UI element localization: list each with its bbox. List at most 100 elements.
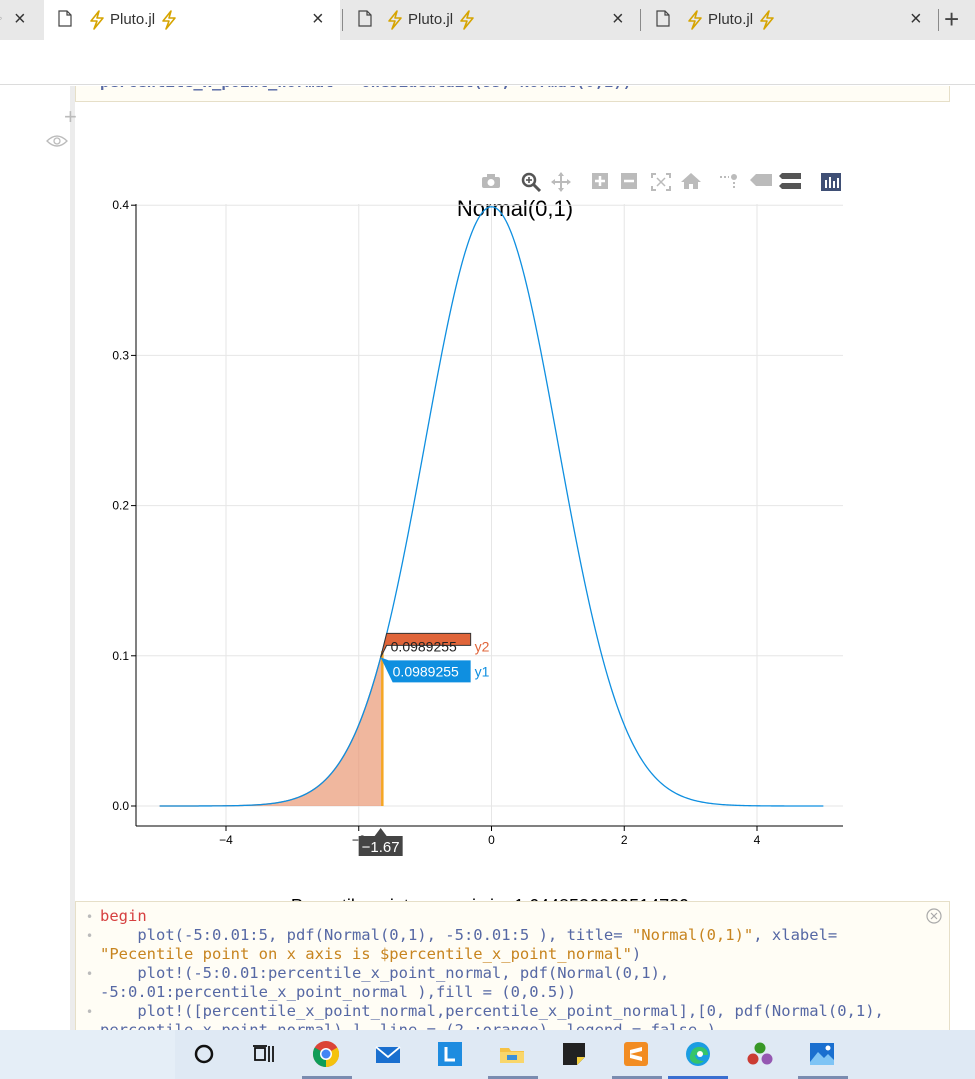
search-circle-icon[interactable]: [190, 1040, 218, 1068]
code-line-3: "Pecentile point on x axis is $percentil…: [100, 945, 641, 963]
code-text: plot!(-5:0.01:percentile_x_point_normal,…: [100, 964, 670, 982]
keyword: begin: [100, 907, 147, 925]
code-text: , xlabel=: [753, 926, 838, 944]
eye-icon[interactable]: [46, 134, 68, 148]
lightning-icon: [90, 10, 104, 30]
edge-browser-icon[interactable]: [684, 1040, 712, 1068]
photos-icon[interactable]: [808, 1040, 836, 1068]
hover-name-y2: y2: [475, 638, 490, 654]
photos-active-indicator: [798, 1076, 848, 1079]
x-tick-label: −4: [219, 833, 233, 847]
y-tick-label: 0.1: [112, 649, 129, 663]
code-line-1: begin: [100, 907, 147, 925]
tab-1[interactable]: Pluto.jl ×: [44, 0, 340, 40]
hover-box-x: [358, 828, 403, 856]
hover-name-y1: y1: [475, 663, 490, 679]
notebook-page: • percentile_x_point_normal = onesidedta…: [0, 86, 975, 1030]
explorer-active-indicator: [488, 1076, 538, 1079]
zoom-out-icon[interactable]: [620, 172, 638, 190]
code-text: ): [631, 945, 642, 963]
hover-closest-icon[interactable]: [749, 172, 773, 188]
code-text: percentile_x_point_normal) ], line = (2,…: [100, 1021, 716, 1030]
line-marker: •: [86, 967, 94, 981]
series-y1-line: [159, 206, 824, 807]
code-text: plot!([percentile_x_point_normal,percent…: [100, 1002, 884, 1020]
code-cell[interactable]: • begin • plot(-5:0.01:5, pdf(Normal(0,1…: [75, 901, 950, 1030]
code-line-6: plot!([percentile_x_point_normal,percent…: [100, 1002, 884, 1020]
lightning-icon: [760, 10, 774, 30]
hover-value-x: −1.67: [362, 839, 400, 856]
home-icon[interactable]: [680, 172, 702, 190]
tab-title: Pluto.jl: [110, 11, 156, 28]
x-tick-label: 0: [488, 833, 495, 847]
chart-svg[interactable]: 0.00.10.20.30.4−4−20240.0989255y20.09892…: [75, 118, 950, 898]
chrome-icon[interactable]: [312, 1040, 340, 1068]
previous-code-cell[interactable]: • percentile_x_point_normal = onesidedta…: [75, 86, 950, 102]
lightning-icon: [162, 10, 176, 30]
spike-lines-icon[interactable]: [718, 172, 740, 190]
plot-title: Normal(0,1): [456, 196, 574, 221]
hover-value-y1: 0.0989255: [393, 663, 459, 679]
code-string: "Normal(0,1)": [631, 926, 754, 944]
x-tick-label: 4: [754, 833, 761, 847]
tab-separator: [342, 9, 343, 31]
close-circle-icon[interactable]: [926, 908, 942, 924]
plotly-logo-icon[interactable]: [820, 172, 842, 192]
hover-compare-icon[interactable]: [778, 172, 802, 190]
mail-icon[interactable]: [374, 1040, 402, 1068]
code-text: plot(-5:0.01:5, pdf(Normal(0,1), -5:0.01…: [100, 926, 632, 944]
tab-close-button[interactable]: ×: [612, 8, 624, 30]
task-view-icon[interactable]: [250, 1040, 278, 1068]
camera-icon[interactable]: [480, 172, 502, 190]
code-line-5: -5:0.01:percentile_x_point_normal ),fill…: [100, 983, 576, 1001]
y-tick-label: 0.4: [112, 198, 129, 212]
code-line-7: percentile_x_point_normal) ], line = (2,…: [100, 1021, 716, 1030]
file-explorer-icon[interactable]: [498, 1040, 526, 1068]
tab-3[interactable]: Pluto.jl ×: [642, 0, 938, 40]
tab-title: Pluto.jl: [708, 11, 754, 28]
julia-icon[interactable]: [746, 1040, 774, 1068]
partial-tab-glyph: ◦: [0, 11, 3, 25]
plot-output: Normal(0,1) 0.00.10.20.30.4−4−20240.0989…: [75, 118, 950, 916]
zoom-icon[interactable]: [521, 172, 543, 192]
tail-fill-area: [159, 651, 383, 806]
lightning-icon: [688, 10, 702, 30]
launcher-l-icon[interactable]: [436, 1040, 464, 1068]
tab-close-button[interactable]: ×: [312, 8, 324, 30]
code-text: -5:0.01:percentile_x_point_normal ),fill…: [100, 983, 576, 1001]
lightning-icon: [460, 10, 474, 30]
hover-value-y2: 0.0989255: [391, 638, 457, 654]
zoom-in-icon[interactable]: [591, 172, 609, 190]
code-string: "Pecentile point on x axis is $percentil…: [100, 945, 632, 963]
hover-box-y2: [380, 632, 472, 658]
line-marker: •: [86, 910, 94, 924]
previous-code-line: percentile_x_point_normal = onesidedtail…: [100, 86, 632, 91]
tab-2[interactable]: Pluto.jl ×: [344, 0, 640, 40]
document-icon: [58, 10, 72, 27]
sublime-text-icon[interactable]: [622, 1040, 650, 1068]
autoscale-icon[interactable]: [650, 172, 672, 192]
tab-separator: [640, 9, 641, 31]
document-icon: [656, 10, 670, 27]
tab-bar: ◦ × Pluto.jl × Pluto.jl × Pluto.jl × +: [0, 0, 975, 40]
new-tab-button[interactable]: +: [944, 4, 960, 34]
y-tick-label: 0.3: [112, 348, 129, 362]
tab-separator: [938, 9, 939, 31]
sticky-notes-icon[interactable]: [560, 1040, 588, 1068]
tab-close-button[interactable]: ×: [910, 8, 922, 30]
lightning-icon: [388, 10, 402, 30]
line-marker: •: [86, 929, 94, 943]
add-cell-button[interactable]: +: [64, 104, 77, 129]
code-line-2: plot(-5:0.01:5, pdf(Normal(0,1), -5:0.01…: [100, 926, 837, 944]
address-bar-area: [0, 40, 975, 85]
partial-tab-close-button[interactable]: ×: [14, 8, 26, 30]
sublime-active-indicator: [612, 1076, 662, 1079]
line-marker: •: [86, 86, 93, 91]
document-icon: [358, 10, 372, 27]
x-tick-label: 2: [621, 833, 628, 847]
pan-icon[interactable]: [550, 172, 572, 192]
edge-active-indicator: [668, 1076, 728, 1079]
line-marker: •: [86, 1005, 94, 1019]
y-tick-label: 0.0: [112, 799, 129, 813]
hover-box-y1: [380, 657, 471, 683]
